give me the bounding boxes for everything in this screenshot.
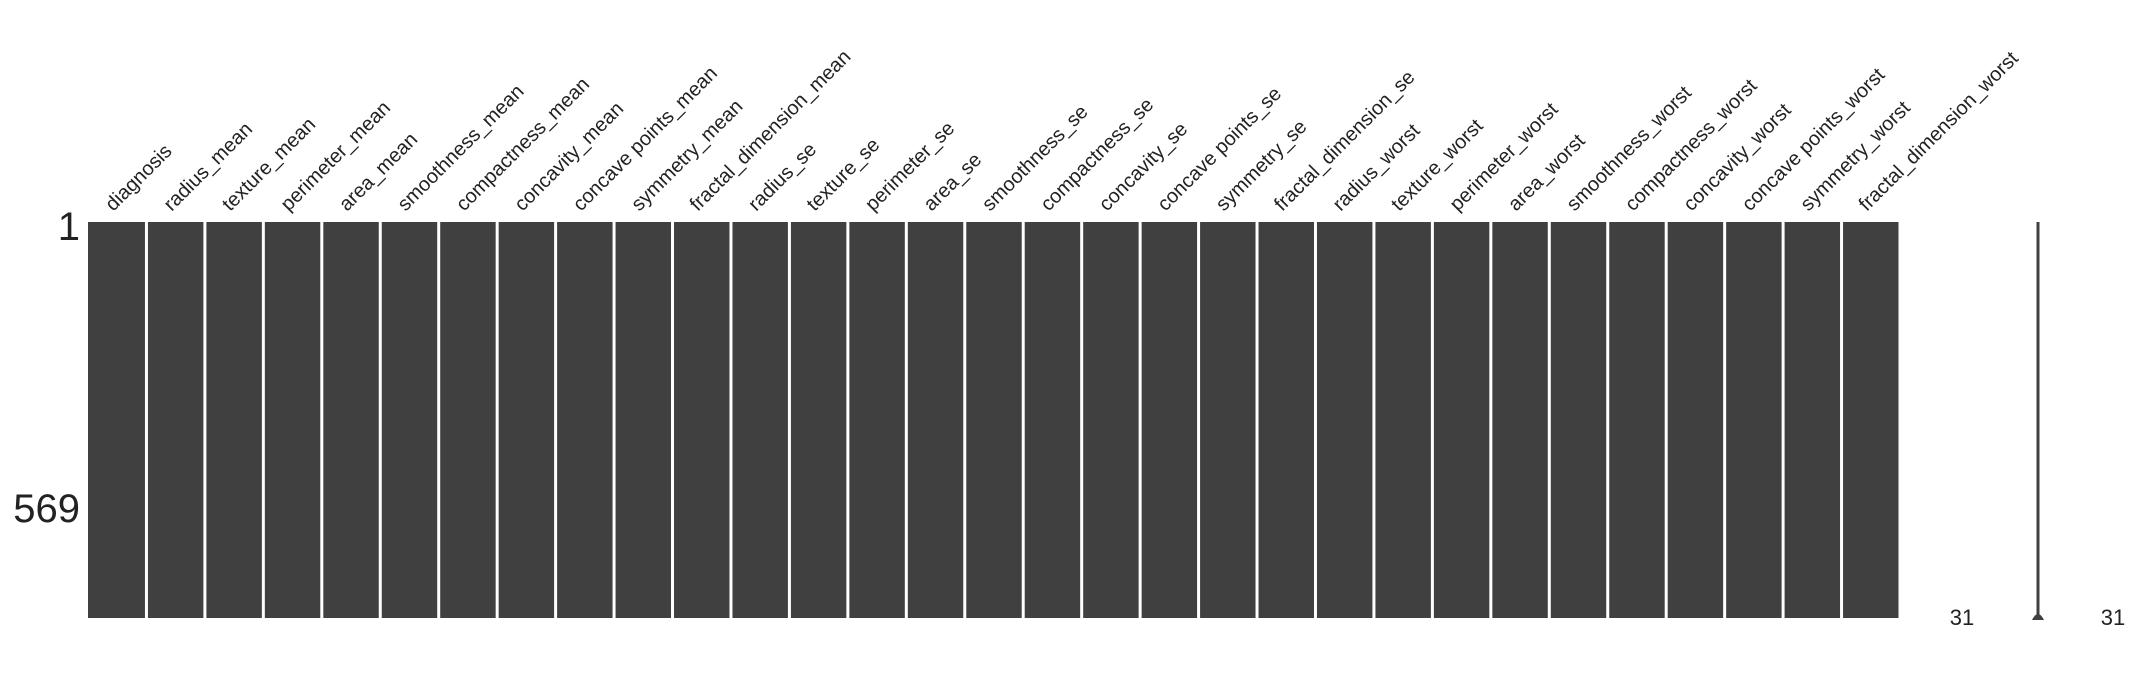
column-bar-smoothness_worst (1550, 222, 1607, 618)
column-label-concavity_worst: concavity_worst (1679, 99, 1795, 215)
column-bar-symmetry_worst (1784, 222, 1841, 618)
column-label-perimeter_worst: perimeter_worst (1446, 98, 1563, 215)
column-bar-texture_worst (1375, 222, 1431, 618)
column-labels: diagnosisradius_meantexture_meanperimete… (101, 46, 2023, 216)
row-label-top: 1 (58, 205, 80, 249)
column-bar-diagnosis (88, 222, 145, 618)
column-label-perimeter_mean: perimeter_mean (277, 97, 396, 216)
sparkline-marker (2032, 614, 2044, 620)
column-bar-texture_se (790, 222, 847, 618)
column-bar-fractal_dimension_worst (1843, 222, 1899, 618)
row-labels: 1 569 (13, 205, 80, 531)
column-bar-symmetry_se (1200, 222, 1256, 618)
column-bar-area_se (907, 222, 964, 618)
column-bar-compactness_se (1024, 222, 1081, 618)
column-bar-fractal_dimension_se (1258, 222, 1314, 618)
column-bar-radius_worst (1316, 222, 1373, 618)
column-bar-concave-points_se (1141, 222, 1198, 618)
sparkline-min-label: 31 (1950, 605, 1974, 630)
column-bar-smoothness_mean (381, 222, 438, 618)
completeness-sparkline: 31 31 (1950, 222, 2125, 630)
column-bar-area_worst (1492, 222, 1548, 618)
column-bar-concavity_se (1083, 222, 1139, 618)
row-label-bottom: 569 (13, 487, 80, 531)
column-bar-concavity_mean (498, 222, 555, 618)
column-bar-symmetry_mean (615, 222, 672, 618)
column-bar-concave-points_mean (557, 222, 613, 618)
column-bar-compactness_worst (1609, 222, 1665, 618)
column-bar-perimeter_mean (264, 222, 321, 618)
column-bar-perimeter_se (849, 222, 905, 618)
column-bar-concavity_worst (1667, 222, 1724, 618)
column-bar-texture_mean (206, 222, 262, 618)
column-bar-radius_mean (147, 222, 204, 618)
data-matrix (88, 222, 1899, 618)
column-bar-smoothness_se (966, 222, 1022, 618)
column-bar-concave-points_worst (1726, 222, 1782, 618)
column-bar-area_mean (323, 222, 379, 618)
column-label-smoothness_se: smoothness_se (978, 101, 1093, 216)
column-bar-radius_se (732, 222, 788, 618)
column-label-concavity_mean: concavity_mean (510, 98, 628, 216)
column-bar-perimeter_worst (1433, 222, 1490, 618)
column-bar-compactness_mean (440, 222, 496, 618)
sparkline-max-label: 31 (2101, 605, 2125, 630)
column-bar-fractal_dimension_mean (674, 222, 730, 618)
